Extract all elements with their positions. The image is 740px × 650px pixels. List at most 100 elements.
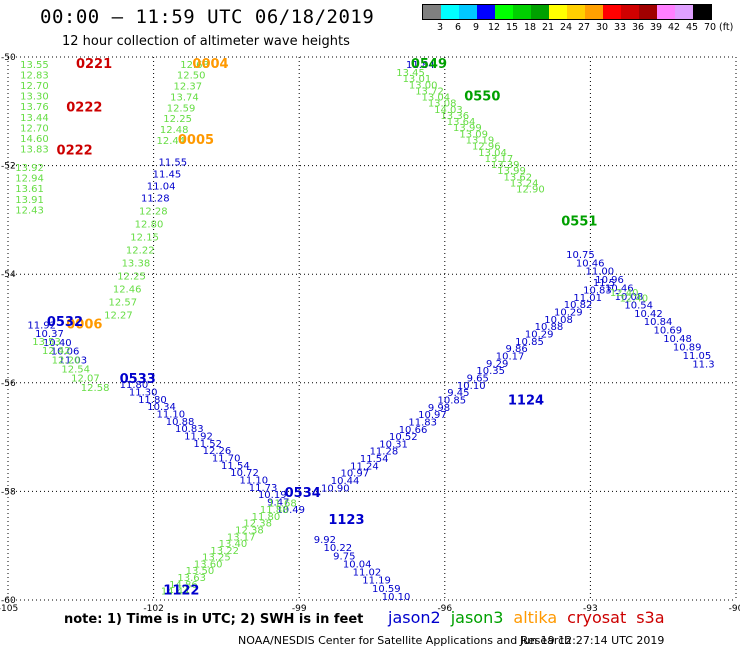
satellite-legend-jason2: jason2	[388, 608, 441, 627]
legend-label: 36	[631, 22, 645, 33]
wave-height-value: 10.84	[644, 317, 673, 328]
wave-height-value: 13.19	[466, 135, 495, 146]
wave-height-value: 12.25	[117, 272, 146, 283]
wave-height-value: 10.83	[175, 424, 204, 435]
satellite-legend-s3a: s3a	[636, 608, 665, 627]
wave-height-value: 11.80	[138, 395, 167, 406]
legend-label: 3	[436, 22, 444, 33]
wave-height-value: 12.07	[71, 374, 100, 385]
wave-height-value: 11.3	[692, 359, 714, 370]
satellite-legend-jason3: jason3	[450, 608, 504, 627]
legend-label: 18	[523, 22, 537, 33]
wave-height-value: 11.30	[129, 388, 158, 399]
wave-height-value: 10.42	[634, 309, 663, 320]
wave-height-value: 10.69	[653, 326, 682, 337]
wave-height-value: 13.40	[219, 539, 248, 550]
pass-time-label: 0005	[178, 133, 214, 148]
wave-height-value: 12.54	[61, 364, 90, 375]
legend-swatch	[567, 5, 585, 19]
wave-height-value: 12.48	[160, 125, 189, 136]
page-subtitle: 12 hour collection of altimeter wave hei…	[62, 34, 350, 49]
wave-height-value: 10.66	[399, 425, 428, 436]
wave-height-value: 11.55	[158, 158, 187, 169]
credit-line: NOAA/NESDIS Center for Satellite Applica…	[238, 634, 572, 647]
wave-height-value: 13.38	[122, 259, 151, 270]
wave-height-value: 11.10	[240, 476, 269, 487]
footnote: note: 1) Time is in UTC; 2) SWH is in fe…	[64, 612, 364, 627]
wave-height-value: 13.83	[20, 145, 49, 156]
pass-time-label: 0222	[66, 100, 102, 115]
wave-height-value: 11.92	[27, 321, 56, 332]
wave-height-value: 13.25	[202, 553, 231, 564]
x-tick-label: -105	[0, 604, 18, 614]
wave-height-value: 11.45	[153, 170, 182, 181]
wave-height-value: 10.40	[43, 338, 72, 349]
wave-height-value: 11.28	[141, 193, 170, 204]
pass-time-label: 0549	[411, 57, 447, 72]
wave-height-value: 10.08	[544, 315, 573, 326]
pass-time-label: 0532	[47, 315, 83, 330]
legend-swatch	[585, 5, 603, 19]
wave-height-value: 11.04	[147, 181, 176, 192]
wave-height-value: 12.28	[139, 206, 168, 217]
wave-height-value: 10.08	[615, 292, 644, 303]
wave-height-value: 13.09	[459, 129, 488, 140]
wave-height-value: 12.15	[130, 233, 159, 244]
wave-height-value: 12.44	[157, 136, 186, 147]
y-tick-label: -56	[1, 379, 16, 389]
y-tick-label: -58	[1, 487, 16, 497]
wave-height-color-legend: 3 6 9 12 15 18 21 24 27 30 33 36 39 42 45 70 (ft)	[422, 4, 733, 36]
wave-height-value: 10.44	[331, 476, 360, 487]
wave-height-value: 13.04	[478, 148, 507, 159]
legend-label: 9	[472, 22, 480, 33]
wave-height-value: 11.05	[683, 351, 712, 362]
wave-height-value: 12.80	[135, 220, 164, 231]
wave-height-value: 13.36	[440, 111, 469, 122]
wave-height-value: 10.29	[525, 329, 554, 340]
wave-height-value: 9.98	[428, 403, 450, 414]
pass-time-label: 0222	[57, 144, 93, 159]
wave-height-value: 12.50	[177, 71, 206, 82]
legend-label: 12	[487, 22, 501, 33]
wave-height-value: 10.22	[323, 543, 352, 554]
wave-height-value: 12.57	[108, 298, 137, 309]
legend-label: 24	[559, 22, 573, 33]
wave-height-value: 13.17	[485, 154, 514, 165]
pass-time-label: 0534	[285, 486, 321, 501]
pass-time-label: 0533	[120, 372, 156, 387]
wave-height-value: 13.22	[210, 546, 239, 557]
legend-label: 70	[703, 22, 717, 33]
wave-height-value: 12.70	[20, 123, 49, 134]
wave-height-value: 10.10	[457, 381, 486, 392]
legend-label: 15	[505, 22, 519, 33]
pass-time-label: 0550	[464, 89, 500, 104]
wave-height-value: 12.59	[167, 103, 196, 114]
wave-height-value: 13.60	[194, 559, 223, 570]
wave-height-value: 13.62	[504, 172, 533, 183]
wave-height-value: 11.84	[406, 60, 435, 71]
wave-height-value: 13.76	[20, 102, 49, 113]
wave-height-value: 10.46	[576, 258, 605, 269]
wave-height-value: 11.28	[370, 447, 399, 458]
wave-height-value: 10.04	[343, 559, 372, 570]
wave-height-value: 11.54	[360, 454, 389, 465]
wave-height-value: 14.86	[169, 580, 198, 591]
wave-height-value: 10.19	[258, 490, 287, 501]
wave-height-value: 12.96	[472, 142, 501, 153]
wave-height-value: 9.47	[267, 498, 289, 509]
wave-height-value: 12.83	[20, 70, 49, 81]
wave-height-value: 10.72	[230, 468, 259, 479]
x-tick-label: -99	[292, 604, 307, 614]
wave-height-value: 10.34	[147, 402, 176, 413]
wave-height-value: 10.83	[583, 285, 612, 296]
legend-swatch	[657, 5, 675, 19]
wave-height-value: 10.59	[372, 584, 401, 595]
wave-height-value: 12.20	[52, 355, 81, 366]
satellite-legend-cryosat: cryosat	[567, 608, 627, 627]
wave-height-value: 9.29	[486, 359, 508, 370]
x-tick-label: -90	[729, 604, 740, 614]
wave-height-value: 9.65	[467, 373, 489, 384]
legend-swatch	[477, 5, 495, 19]
wave-height-value: 10.96	[595, 275, 624, 286]
